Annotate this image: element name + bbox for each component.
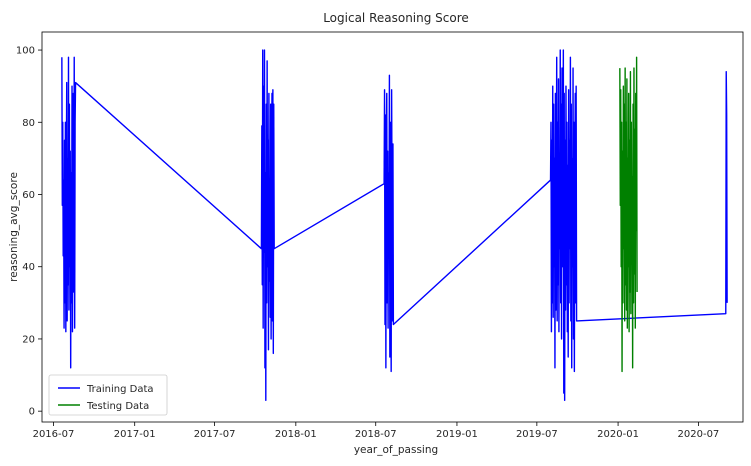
- y-tick-label: 20: [22, 334, 35, 345]
- series-line-training: [61, 49, 728, 402]
- x-tick-label: 2018-01: [275, 429, 317, 440]
- x-axis-label: year_of_passing: [354, 444, 438, 456]
- legend: Training Data Testing Data: [48, 374, 168, 416]
- y-tick-label: 0: [29, 407, 35, 418]
- x-tick-label: 2020-01: [597, 429, 639, 440]
- x-tick-label: 2018-07: [355, 429, 397, 440]
- chart-title: Logical Reasoning Score: [323, 11, 469, 25]
- y-axis: 0 20 40 60 80 100: [16, 46, 42, 418]
- y-tick-label: 100: [16, 46, 35, 57]
- x-tick-label: 2017-01: [114, 429, 156, 440]
- y-axis-label: reasoning_avg_score: [8, 172, 20, 282]
- series-line-testing: [619, 56, 638, 373]
- plot-frame: [41, 31, 744, 423]
- x-tick-label: 2017-07: [194, 429, 236, 440]
- x-tick-label: 2020-07: [678, 429, 720, 440]
- x-axis: 2016-07 2017-01 2017-07 2018-01 2018-07 2019-…: [33, 422, 720, 440]
- y-tick-label: 60: [22, 190, 35, 201]
- y-tick-label: 80: [22, 118, 35, 129]
- series-layer: [61, 49, 728, 402]
- x-tick-label: 2019-01: [436, 429, 478, 440]
- x-tick-label: 2016-07: [33, 429, 75, 440]
- y-tick-label: 40: [22, 262, 35, 273]
- legend-label-training: Training Data: [86, 384, 154, 395]
- plot-area: [41, 31, 744, 423]
- x-tick-label: 2019-07: [516, 429, 558, 440]
- legend-label-testing: Testing Data: [86, 401, 149, 412]
